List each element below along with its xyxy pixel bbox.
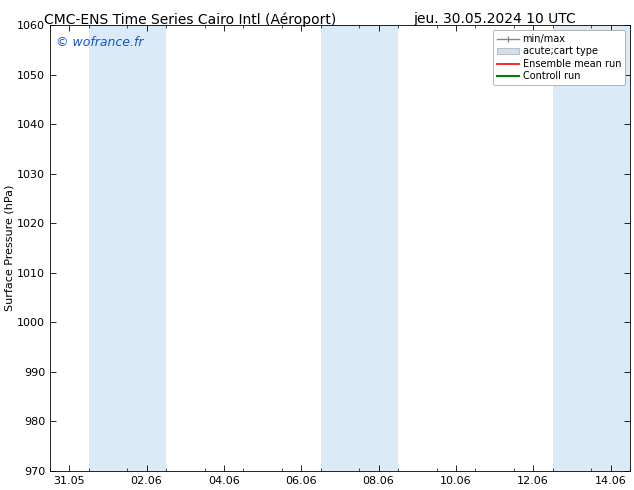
Text: CMC-ENS Time Series Cairo Intl (Aéroport): CMC-ENS Time Series Cairo Intl (Aéroport… xyxy=(44,12,336,27)
Y-axis label: Surface Pressure (hPa): Surface Pressure (hPa) xyxy=(4,185,14,311)
Bar xyxy=(552,25,630,471)
Bar xyxy=(89,25,166,471)
Legend: min/max, acute;cart type, Ensemble mean run, Controll run: min/max, acute;cart type, Ensemble mean … xyxy=(493,30,625,85)
Bar xyxy=(321,25,398,471)
Text: jeu. 30.05.2024 10 UTC: jeu. 30.05.2024 10 UTC xyxy=(413,12,576,26)
Text: © wofrance.fr: © wofrance.fr xyxy=(56,36,143,49)
